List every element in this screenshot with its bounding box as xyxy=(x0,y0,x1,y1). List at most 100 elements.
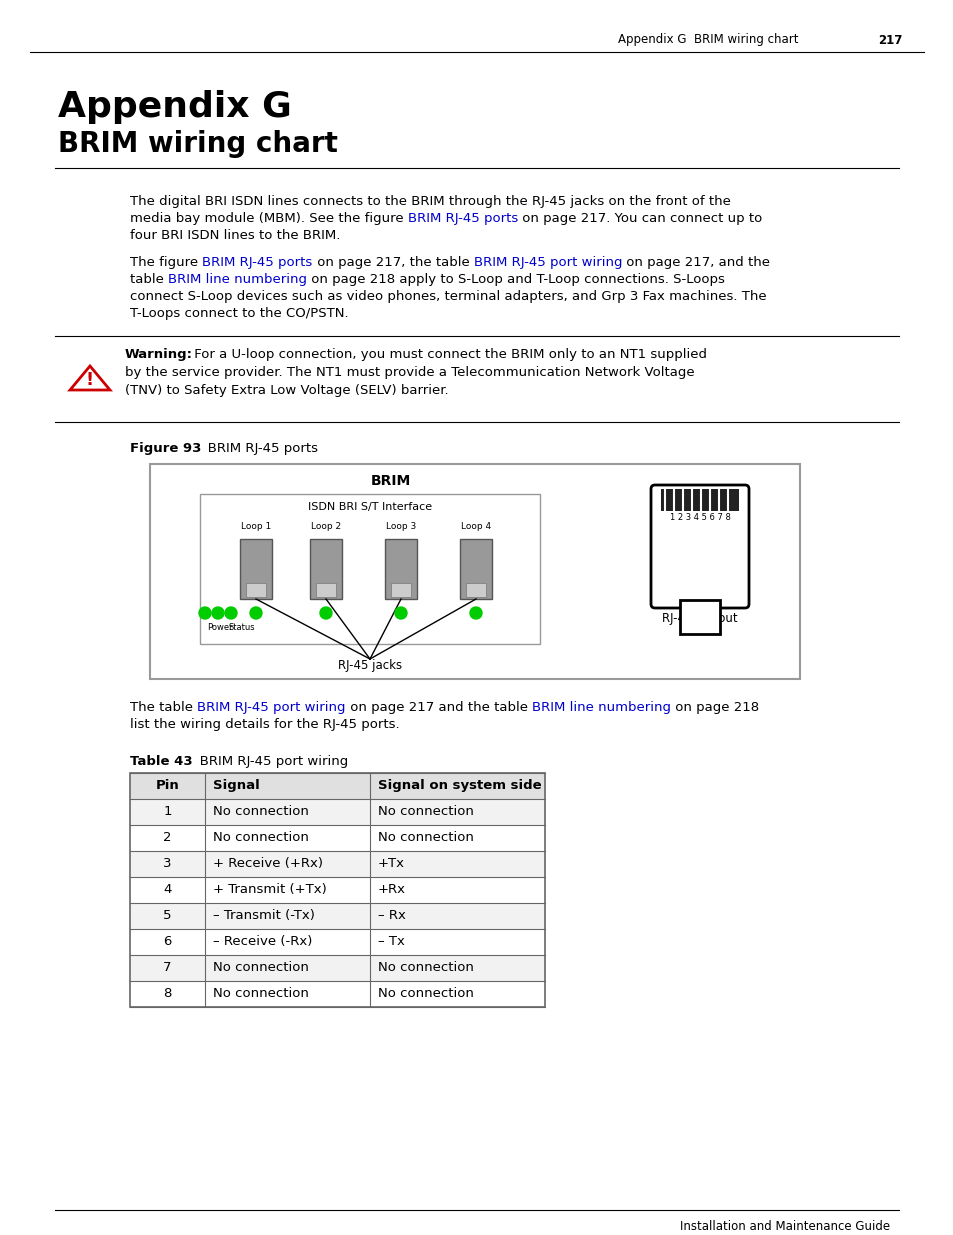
Text: 5: 5 xyxy=(163,909,172,923)
FancyBboxPatch shape xyxy=(130,799,544,825)
Circle shape xyxy=(395,606,407,619)
Text: BRIM line numbering: BRIM line numbering xyxy=(168,273,307,287)
FancyBboxPatch shape xyxy=(130,825,544,851)
Text: – Tx: – Tx xyxy=(377,935,404,948)
FancyBboxPatch shape xyxy=(130,851,544,877)
Text: 1: 1 xyxy=(163,805,172,818)
Text: BRIM RJ-45 ports: BRIM RJ-45 ports xyxy=(202,256,313,269)
Text: BRIM RJ-45 port wiring: BRIM RJ-45 port wiring xyxy=(473,256,621,269)
Text: 7: 7 xyxy=(163,961,172,974)
Text: Signal: Signal xyxy=(213,779,259,792)
FancyBboxPatch shape xyxy=(130,773,544,799)
Text: on page 218: on page 218 xyxy=(670,701,759,714)
Text: No connection: No connection xyxy=(213,831,309,844)
FancyBboxPatch shape xyxy=(679,600,720,634)
FancyBboxPatch shape xyxy=(200,494,539,643)
Text: No connection: No connection xyxy=(213,987,309,1000)
Text: on page 217. You can connect up to: on page 217. You can connect up to xyxy=(517,212,761,225)
Text: No connection: No connection xyxy=(377,831,474,844)
Text: list the wiring details for the RJ-45 ports.: list the wiring details for the RJ-45 po… xyxy=(130,718,399,731)
FancyBboxPatch shape xyxy=(650,485,748,608)
Text: – Rx: – Rx xyxy=(377,909,405,923)
Text: Loop 1: Loop 1 xyxy=(240,522,271,531)
FancyBboxPatch shape xyxy=(459,538,492,599)
Text: BRIM line numbering: BRIM line numbering xyxy=(532,701,670,714)
Text: table: table xyxy=(130,273,168,287)
FancyBboxPatch shape xyxy=(130,903,544,929)
FancyBboxPatch shape xyxy=(130,929,544,955)
Circle shape xyxy=(319,606,332,619)
Text: +Tx: +Tx xyxy=(377,857,405,869)
FancyBboxPatch shape xyxy=(240,538,272,599)
Text: four BRI ISDN lines to the BRIM.: four BRI ISDN lines to the BRIM. xyxy=(130,228,340,242)
FancyBboxPatch shape xyxy=(310,538,341,599)
Text: Loop 4: Loop 4 xyxy=(460,522,491,531)
Text: connect S-Loop devices such as video phones, terminal adapters, and Grp 3 Fax ma: connect S-Loop devices such as video pho… xyxy=(130,290,766,303)
Text: BRIM RJ-45 port wiring: BRIM RJ-45 port wiring xyxy=(197,701,345,714)
Text: BRIM RJ-45 ports: BRIM RJ-45 ports xyxy=(194,442,317,454)
FancyBboxPatch shape xyxy=(130,981,544,1007)
Text: Signal on system side: Signal on system side xyxy=(377,779,541,792)
Text: For a U-loop connection, you must connect the BRIM only to an NT1 supplied: For a U-loop connection, you must connec… xyxy=(190,348,706,361)
Text: +Rx: +Rx xyxy=(377,883,406,897)
Text: Power: Power xyxy=(207,622,233,632)
Text: Loop 3: Loop 3 xyxy=(385,522,416,531)
Text: No connection: No connection xyxy=(377,987,474,1000)
Text: T-Loops connect to the CO/PSTN.: T-Loops connect to the CO/PSTN. xyxy=(130,308,348,320)
Text: Appendix G: Appendix G xyxy=(58,90,292,124)
Text: + Receive (+Rx): + Receive (+Rx) xyxy=(213,857,323,869)
Text: ISDN BRI S/T Interface: ISDN BRI S/T Interface xyxy=(308,501,432,513)
Circle shape xyxy=(470,606,481,619)
Text: Appendix G  BRIM wiring chart: Appendix G BRIM wiring chart xyxy=(618,33,798,47)
FancyBboxPatch shape xyxy=(130,877,544,903)
Text: The figure: The figure xyxy=(130,256,202,269)
Text: (TNV) to Safety Extra Low Voltage (SELV) barrier.: (TNV) to Safety Extra Low Voltage (SELV)… xyxy=(125,384,448,396)
Text: media bay module (MBM). See the figure: media bay module (MBM). See the figure xyxy=(130,212,408,225)
Text: on page 217 and the table: on page 217 and the table xyxy=(345,701,532,714)
Text: 8: 8 xyxy=(163,987,172,1000)
FancyBboxPatch shape xyxy=(391,583,411,597)
Text: !: ! xyxy=(86,370,94,389)
Circle shape xyxy=(212,606,224,619)
Text: by the service provider. The NT1 must provide a Telecommunication Network Voltag: by the service provider. The NT1 must pr… xyxy=(125,366,694,379)
Text: No connection: No connection xyxy=(377,805,474,818)
Circle shape xyxy=(199,606,211,619)
Text: 4: 4 xyxy=(163,883,172,897)
Text: No connection: No connection xyxy=(213,961,309,974)
Text: BRIM RJ-45 port wiring: BRIM RJ-45 port wiring xyxy=(187,755,348,768)
FancyBboxPatch shape xyxy=(130,955,544,981)
Text: BRIM wiring chart: BRIM wiring chart xyxy=(58,130,337,158)
Text: + Transmit (+Tx): + Transmit (+Tx) xyxy=(213,883,327,897)
FancyBboxPatch shape xyxy=(465,583,485,597)
Text: 217: 217 xyxy=(877,33,902,47)
Text: on page 218 apply to S-Loop and T-Loop connections. S-Loops: on page 218 apply to S-Loop and T-Loop c… xyxy=(307,273,724,287)
Text: No connection: No connection xyxy=(213,805,309,818)
Circle shape xyxy=(250,606,262,619)
Text: No connection: No connection xyxy=(377,961,474,974)
Text: BRIM RJ-45 ports: BRIM RJ-45 ports xyxy=(408,212,517,225)
FancyBboxPatch shape xyxy=(385,538,416,599)
Text: Loop 2: Loop 2 xyxy=(311,522,341,531)
Text: Status: Status xyxy=(229,622,255,632)
Text: The table: The table xyxy=(130,701,197,714)
Text: 3: 3 xyxy=(163,857,172,869)
Text: RJ-45 jacks: RJ-45 jacks xyxy=(337,659,401,672)
Text: on page 217, the table: on page 217, the table xyxy=(313,256,473,269)
Text: Pin: Pin xyxy=(155,779,179,792)
Text: Installation and Maintenance Guide: Installation and Maintenance Guide xyxy=(679,1220,889,1233)
FancyBboxPatch shape xyxy=(150,464,800,679)
Text: RJ-45 pin out: RJ-45 pin out xyxy=(661,613,737,625)
Text: 1 2 3 4 5 6 7 8: 1 2 3 4 5 6 7 8 xyxy=(669,513,730,522)
Text: 2: 2 xyxy=(163,831,172,844)
Text: The digital BRI ISDN lines connects to the BRIM through the RJ-45 jacks on the f: The digital BRI ISDN lines connects to t… xyxy=(130,195,730,207)
Text: Warning:: Warning: xyxy=(125,348,193,361)
Circle shape xyxy=(225,606,236,619)
Text: 6: 6 xyxy=(163,935,172,948)
Text: Table 43: Table 43 xyxy=(130,755,193,768)
FancyBboxPatch shape xyxy=(315,583,335,597)
Text: BRIM: BRIM xyxy=(370,474,410,488)
Text: – Receive (-Rx): – Receive (-Rx) xyxy=(213,935,312,948)
Text: Figure 93: Figure 93 xyxy=(130,442,201,454)
Text: on page 217, and the: on page 217, and the xyxy=(621,256,769,269)
FancyBboxPatch shape xyxy=(246,583,266,597)
